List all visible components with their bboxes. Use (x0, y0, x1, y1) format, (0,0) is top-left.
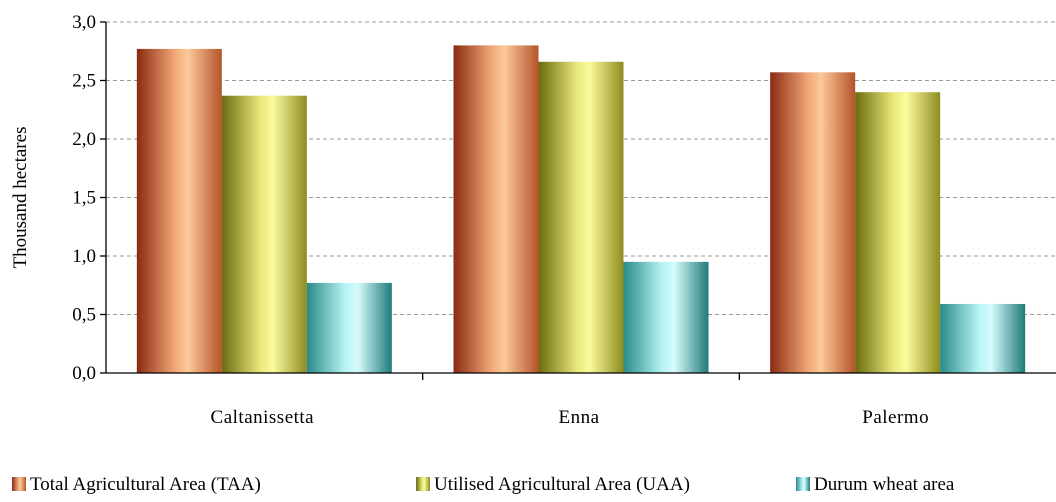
legend-swatch (416, 477, 430, 491)
y-tick-label: 3,0 (72, 12, 96, 33)
x-category-labels: Caltanissetta Enna Palermo (211, 407, 929, 428)
x-category-label: Enna (558, 407, 599, 428)
bar (855, 92, 941, 373)
x-category-label: Caltanissetta (211, 407, 315, 428)
bar (136, 48, 222, 373)
y-tick-label: 2,5 (72, 71, 96, 92)
y-tick-label: 1,5 (72, 188, 96, 209)
legend-label: Utilised Agricultural Area (UAA) (434, 474, 690, 495)
y-tick-label: 0,5 (72, 305, 96, 326)
y-tick-label: 2,0 (72, 129, 96, 150)
bar (453, 45, 539, 374)
bar (770, 72, 856, 373)
y-tick-labels: 0,0 0,5 1,0 1,5 2,0 2,5 3,0 (72, 12, 96, 384)
y-tick-label: 1,0 (72, 246, 96, 267)
legend-label: Total Agricultural Area (TAA) (30, 474, 261, 495)
legend-label: Durum wheat area (814, 474, 955, 495)
bar (221, 95, 307, 374)
bar (940, 303, 1026, 373)
y-tick-label: 0,0 (72, 363, 96, 384)
legend-swatch (12, 477, 26, 491)
legend-swatch (796, 477, 810, 491)
y-axis-title: Thousand hectares (10, 127, 31, 269)
bar (623, 261, 709, 373)
bar (538, 61, 624, 373)
legend: Total Agricultural Area (TAA) Utilised Ag… (12, 474, 955, 495)
x-category-label: Palermo (862, 407, 929, 428)
bars (136, 45, 1026, 374)
bar (306, 282, 392, 373)
axes (100, 21, 1056, 380)
